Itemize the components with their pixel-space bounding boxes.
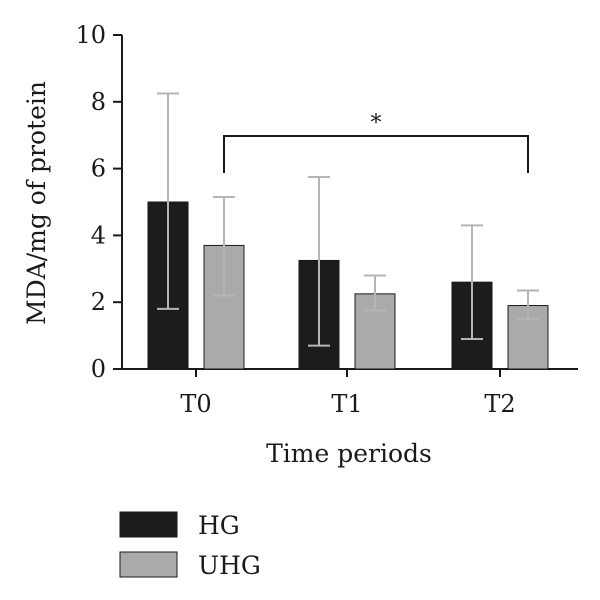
y-tick-label: 4 xyxy=(91,221,106,249)
x-tick-label: T2 xyxy=(484,390,515,418)
x-tick-label: T0 xyxy=(180,390,211,418)
significance-bracket xyxy=(223,135,529,173)
significance-label: * xyxy=(371,111,382,136)
x-axis-title: Time periods xyxy=(266,439,432,468)
y-tick-label: 6 xyxy=(91,155,106,183)
y-axis-title: MDA/mg of protein xyxy=(22,81,51,325)
x-tick-label: T1 xyxy=(331,390,362,418)
y-tick-label: 10 xyxy=(75,21,106,49)
legend-swatch-hg xyxy=(119,511,178,538)
y-tick-label: 8 xyxy=(91,88,106,116)
legend: HG UHG xyxy=(119,511,261,580)
plot-area: 0 2 4 6 8 10 T0 T1 T2 * xyxy=(75,21,578,418)
y-tick-label: 0 xyxy=(91,355,106,383)
legend-swatch-uhg xyxy=(119,551,178,578)
legend-label-uhg: UHG xyxy=(198,551,261,580)
legend-label-hg: HG xyxy=(198,511,240,540)
y-tick-label: 2 xyxy=(91,288,106,316)
